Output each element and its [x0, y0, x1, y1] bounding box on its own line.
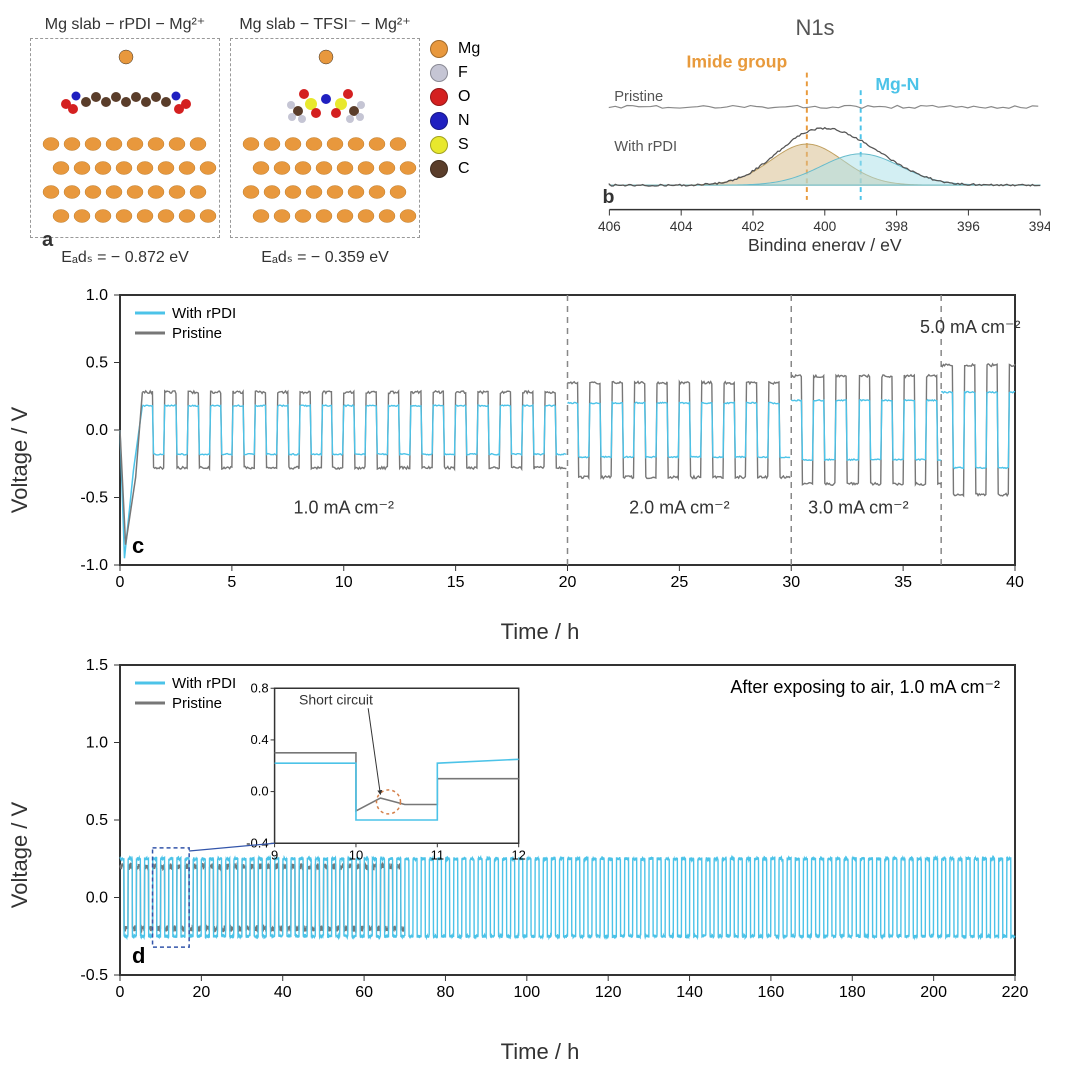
svg-text:Pristine: Pristine — [172, 325, 222, 342]
atom-legend-item: F — [430, 64, 480, 82]
svg-text:220: 220 — [1002, 984, 1029, 1001]
panel-c: Voltage / V 0510152025303540-1.0-0.50.00… — [0, 270, 1080, 640]
d-ylabel: Voltage / V — [7, 802, 33, 908]
panel-b: N1s 406 404 402 400 398 396 394 Binding energy … — [560, 10, 1050, 270]
svg-text:80: 80 — [437, 984, 455, 1001]
model1-svg — [31, 39, 221, 239]
svg-text:100: 100 — [513, 984, 540, 1001]
svg-text:With rPDI: With rPDI — [614, 139, 677, 155]
svg-text:12: 12 — [511, 847, 525, 862]
model2-svg — [231, 39, 421, 239]
svg-text:30: 30 — [782, 574, 800, 591]
svg-text:b: b — [603, 186, 615, 208]
svg-text:394: 394 — [1029, 219, 1050, 234]
svg-text:20: 20 — [192, 984, 210, 1001]
svg-text:0.8: 0.8 — [251, 680, 269, 695]
svg-text:40: 40 — [274, 984, 292, 1001]
svg-text:d: d — [132, 943, 145, 968]
svg-text:After exposing to air, 1.0 mA: After exposing to air, 1.0 mA cm⁻² — [730, 677, 1000, 697]
svg-text:402: 402 — [742, 219, 765, 234]
svg-text:-1.0: -1.0 — [80, 557, 108, 574]
svg-text:0: 0 — [116, 574, 125, 591]
svg-text:15: 15 — [447, 574, 465, 591]
svg-text:406: 406 — [598, 219, 621, 234]
svg-text:10: 10 — [335, 574, 353, 591]
svg-text:-0.5: -0.5 — [80, 490, 108, 507]
svg-text:20: 20 — [559, 574, 577, 591]
svg-text:0.5: 0.5 — [86, 812, 108, 829]
svg-text:400: 400 — [813, 219, 836, 234]
svg-text:35: 35 — [894, 574, 912, 591]
svg-text:396: 396 — [957, 219, 980, 234]
svg-text:Binding energy / eV: Binding energy / eV — [748, 235, 902, 251]
chart-c-svg: 0 5 10 15 20 25 30 35 40 -1.0 -0.5 0.0 0.5 1.0 1.0 mA … — [30, 280, 1050, 610]
chart-d-svg: 0 20 40 60 80 100 120 140 160 180 200 220 -0.5 0.0 0.5… — [30, 650, 1050, 1020]
top-row: Mg slab − rPDI − Mg²⁺ — [0, 0, 1080, 270]
svg-text:404: 404 — [670, 219, 693, 234]
svg-text:0.4: 0.4 — [251, 732, 269, 747]
svg-text:140: 140 — [676, 984, 703, 1001]
svg-text:11: 11 — [431, 847, 445, 862]
eads1: Eₐdₛ = − 0.872 eV — [31, 247, 219, 267]
svg-text:c: c — [132, 533, 144, 558]
svg-text:200: 200 — [920, 984, 947, 1001]
d-xlabel: Time / h — [501, 1039, 580, 1065]
atom-legend-item: S — [430, 136, 480, 154]
svg-text:Imide group: Imide group — [686, 52, 787, 72]
c-ylabel: Voltage / V — [7, 407, 33, 513]
svg-text:With rPDI: With rPDI — [172, 305, 236, 322]
xps-title: N1s — [580, 15, 1050, 41]
svg-text:With rPDI: With rPDI — [172, 675, 236, 692]
svg-text:180: 180 — [839, 984, 866, 1001]
chart-d-box: Voltage / V 0204060801001201401601802002… — [30, 650, 1050, 1060]
svg-text:5.0 mA cm⁻²: 5.0 mA cm⁻² — [920, 317, 1021, 337]
svg-text:1.0: 1.0 — [86, 287, 108, 304]
panel-d: Voltage / V 0 20 40 60 80 100 120 140 160 180 200 2… — [0, 640, 1080, 1060]
model1-title: Mg slab − rPDI − Mg²⁺ — [31, 14, 219, 34]
model2-title: Mg slab − TFSI⁻ − Mg²⁺ — [231, 14, 419, 34]
panel-a-label: a — [42, 229, 53, 252]
atom-legend-item: Mg — [430, 40, 480, 58]
svg-text:0.0: 0.0 — [251, 784, 269, 799]
svg-text:0.0: 0.0 — [86, 890, 108, 907]
panel-a: Mg slab − rPDI − Mg²⁺ — [30, 10, 560, 270]
svg-text:5: 5 — [227, 574, 236, 591]
svg-text:160: 160 — [758, 984, 785, 1001]
svg-text:Mg-N: Mg-N — [875, 74, 919, 94]
eads2: Eₐdₛ = − 0.359 eV — [231, 247, 419, 267]
svg-text:60: 60 — [355, 984, 373, 1001]
svg-text:120: 120 — [595, 984, 622, 1001]
svg-text:2.0 mA cm⁻²: 2.0 mA cm⁻² — [629, 498, 730, 518]
model-box-tfsi: Mg slab − TFSI⁻ − Mg²⁺ Eₐdₛ — [230, 38, 420, 238]
svg-text:9: 9 — [271, 847, 278, 862]
svg-text:25: 25 — [670, 574, 688, 591]
svg-text:3.0 mA cm⁻²: 3.0 mA cm⁻² — [808, 498, 909, 518]
svg-text:-0.5: -0.5 — [80, 967, 108, 984]
model-box-rpdi: Mg slab − rPDI − Mg²⁺ — [30, 38, 220, 238]
svg-text:Pristine: Pristine — [614, 89, 663, 105]
svg-text:0: 0 — [116, 984, 125, 1001]
atom-legend-item: O — [430, 88, 480, 106]
atom-legend: Mg FONSC — [430, 40, 480, 270]
svg-text:1.5: 1.5 — [86, 657, 108, 674]
chart-c-box: Voltage / V 0510152025303540-1.0-0.50.00… — [30, 280, 1050, 640]
svg-text:Short circuit: Short circuit — [299, 691, 373, 707]
svg-text:Pristine: Pristine — [172, 695, 222, 712]
atom-legend-item: C — [430, 160, 480, 178]
svg-text:10: 10 — [349, 847, 363, 862]
svg-text:40: 40 — [1006, 574, 1024, 591]
svg-text:0.5: 0.5 — [86, 355, 108, 372]
svg-text:1.0 mA cm⁻²: 1.0 mA cm⁻² — [293, 498, 394, 518]
svg-text:1.0: 1.0 — [86, 735, 108, 752]
svg-text:398: 398 — [885, 219, 908, 234]
atom-legend-item: N — [430, 112, 480, 130]
xps-svg: 406 404 402 400 398 396 394 Binding energy / eV… — [580, 41, 1050, 251]
svg-text:-0.4: -0.4 — [246, 835, 268, 850]
svg-text:0.0: 0.0 — [86, 422, 108, 439]
xps-plot: 406 404 402 400 398 396 394 Binding energy / eV… — [580, 41, 1050, 251]
figure-container: Mg slab − rPDI − Mg²⁺ — [0, 0, 1080, 1081]
